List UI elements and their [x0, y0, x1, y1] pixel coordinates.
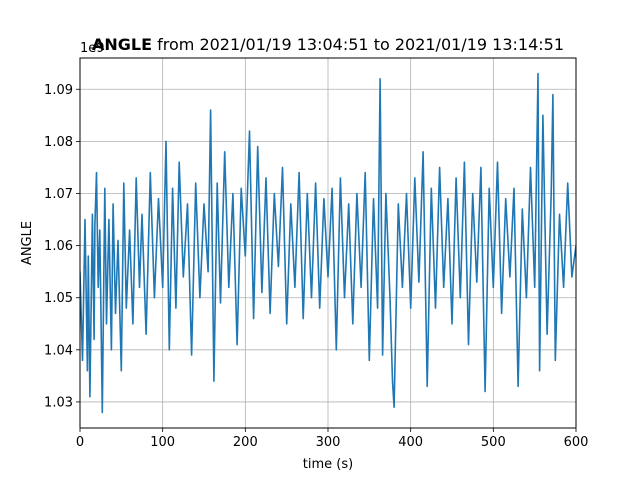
- y-tick-label: 1.08: [44, 135, 73, 150]
- tick-layer: 0 100 200 300 400 500 600 1.03 1.04 1.05 1.06 1.07 1…: [44, 83, 588, 450]
- chart-title-rest: from 2021/01/19 13:04:51 to 2021/01/19 1…: [152, 35, 564, 54]
- y-tick-label: 1.03: [44, 395, 73, 410]
- y-tick-label: 1.09: [44, 83, 73, 98]
- grid-layer: [79, 58, 577, 428]
- x-tick-label: 400: [398, 435, 423, 450]
- series-layer: [80, 72, 576, 414]
- y-tick-label: 1.04: [44, 343, 73, 358]
- x-axis-label: time (s): [303, 457, 353, 472]
- y-tick-label: 1.07: [44, 187, 73, 202]
- chart-title-bold: ANGLE: [92, 35, 152, 54]
- y-axis-label: ANGLE: [20, 221, 35, 265]
- x-tick-label: 100: [150, 435, 175, 450]
- x-tick-label: 300: [316, 435, 341, 450]
- x-tick-label: 200: [233, 435, 258, 450]
- y-offset-text: 1e9: [80, 41, 105, 56]
- x-tick-label: 0: [76, 435, 84, 450]
- x-tick-label: 600: [564, 435, 589, 450]
- y-tick-label: 1.06: [44, 239, 73, 254]
- x-tick-label: 500: [481, 435, 506, 450]
- chart-title: ANGLE from 2021/01/19 13:04:51 to 2021/0…: [92, 35, 564, 54]
- y-tick-label: 1.05: [44, 291, 73, 306]
- series-line: [80, 72, 576, 414]
